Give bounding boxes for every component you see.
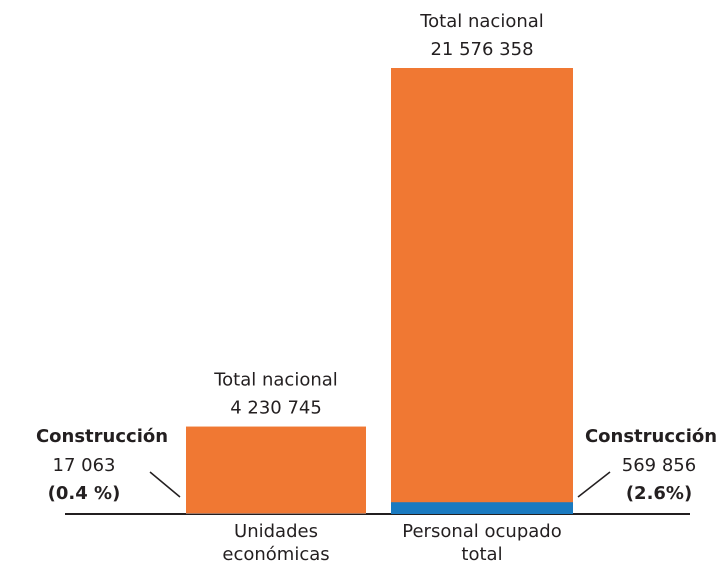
category-label: Unidades económicas <box>222 521 330 565</box>
series-name: Total nacional <box>419 11 544 32</box>
value-label: 569 856 <box>622 455 696 476</box>
share-label: (2.6%) <box>626 483 692 504</box>
series-name: Total nacional <box>213 370 338 391</box>
series-name: Construcción <box>585 426 717 447</box>
leader-line <box>577 471 611 498</box>
leader-line <box>149 471 181 498</box>
series-name: Construcción <box>36 426 168 447</box>
value-label: 21 576 358 <box>430 39 533 60</box>
share-label: (0.4 %) <box>48 483 121 504</box>
bar <box>186 426 366 514</box>
value-label: 17 063 <box>53 455 116 476</box>
category-label: Personal ocupado total <box>402 521 562 565</box>
value-label: 4 230 745 <box>230 398 322 419</box>
bar <box>391 502 573 514</box>
bar <box>391 68 573 514</box>
